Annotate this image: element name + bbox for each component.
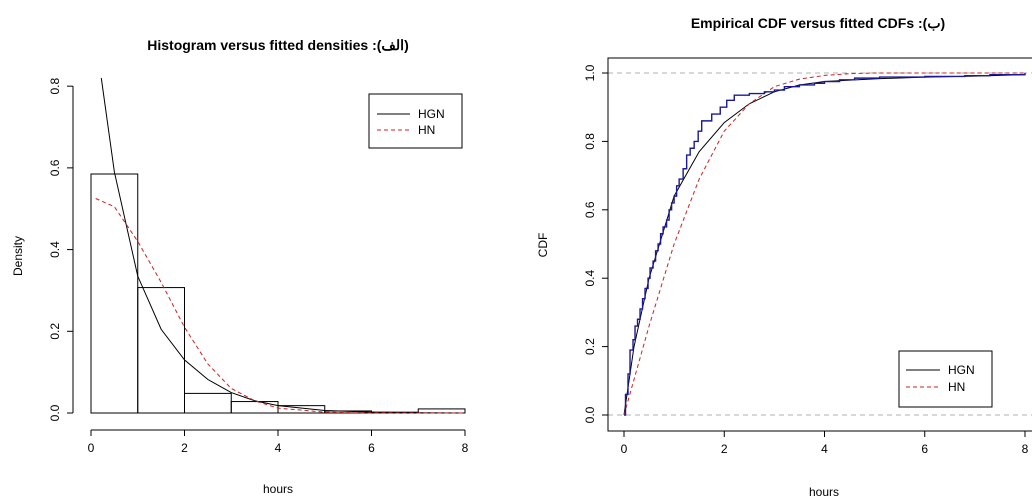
histogram-y-tick-label: 0.0 (48, 404, 62, 421)
cdf-legend: HGN HN (898, 350, 993, 408)
histogram-density-lines (95, 77, 466, 414)
histogram-x-tick-label: 6 (368, 441, 375, 455)
cdf-y-tick-label: 0.6 (583, 201, 597, 218)
cdf-x-tick-label: 8 (1022, 442, 1029, 456)
histogram-y-tick-label: 0.4 (48, 241, 62, 258)
cdf-legend-hgn-label: HGN (948, 363, 975, 377)
histogram-legend-box (368, 93, 463, 149)
histogram-legend: HGN HN (368, 93, 463, 149)
cdf-axes: 0 2 4 6 8 0.0 0.2 0.4 0.6 0.8 1.0 (583, 57, 1032, 456)
cdf-x-tick-label: 0 (621, 442, 628, 456)
histogram-line-hn (95, 198, 466, 414)
cdf-x-tick-label: 4 (821, 442, 828, 456)
histogram-x-axis-label: hours (263, 482, 293, 496)
histogram-x-tick-label: 0 (88, 441, 95, 455)
cdf-reference-lines (608, 72, 1032, 416)
cdf-y-tick-label: 0.0 (583, 406, 597, 423)
histogram-title: (الف): Histogram versus fitted densities (147, 37, 408, 53)
histogram-y-tick-label: 0.8 (48, 78, 62, 95)
histogram-y-axis-label: Density (11, 236, 25, 276)
histogram-bars (90, 173, 466, 414)
cdf-y-tick-label: 0.4 (583, 270, 597, 287)
histogram-line-hgn (100, 77, 466, 414)
histogram-bar (90, 173, 139, 414)
cdf-plot-frame (607, 57, 1032, 432)
histogram-x-tick-label: 4 (275, 441, 282, 455)
histogram-bar (277, 405, 326, 414)
histogram-axes: 0 2 4 6 8 0.0 0.2 0.4 0.6 0.8 (48, 78, 469, 455)
cdf-y-tick-label: 0.2 (583, 338, 597, 355)
cdf-panel: (ب): Empirical CDF versus fitted CDFs 0 2… (536, 15, 1032, 499)
cdf-title: (ب): Empirical CDF versus fitted CDFs (691, 15, 945, 31)
histogram-bar (184, 392, 232, 414)
histogram-x-tick-label: 2 (181, 441, 188, 455)
cdf-line-hn (623, 72, 1025, 416)
histogram-y-tick-label: 0.6 (48, 159, 62, 176)
cdf-x-tick-label: 6 (921, 442, 928, 456)
cdf-y-axis-label: CDF (536, 233, 550, 258)
histogram-legend-hn-label: HN (418, 123, 435, 137)
histogram-y-tick-label: 0.2 (48, 323, 62, 340)
cdf-legend-box (898, 350, 993, 408)
cdf-empirical-step (624, 73, 1026, 416)
cdf-x-tick-label: 2 (721, 442, 728, 456)
cdf-legend-hn-label: HN (948, 380, 965, 394)
histogram-bar (137, 287, 185, 414)
histogram-x-tick-label: 8 (462, 441, 469, 455)
cdf-y-tick-label: 1.0 (583, 64, 597, 81)
histogram-legend-hgn-label: HGN (418, 107, 445, 121)
cdf-lines (623, 72, 1026, 416)
cdf-x-axis-label: hours (809, 485, 839, 499)
cdf-y-tick-label: 0.8 (583, 133, 597, 150)
histogram-panel: (الف): Histogram versus fitted densities… (11, 37, 469, 496)
histogram-bar (230, 401, 279, 414)
